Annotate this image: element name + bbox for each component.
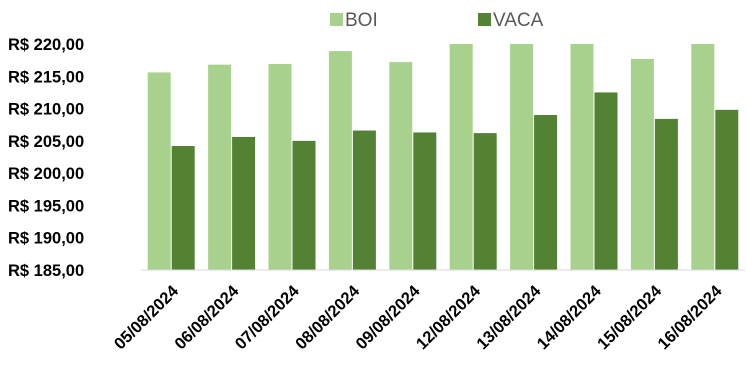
y-tick-label: R$ 190,00 bbox=[8, 230, 84, 248]
x-tick-label: 14/08/2024 bbox=[534, 282, 606, 354]
x-tick-label: 06/08/2024 bbox=[171, 282, 243, 354]
bar-boi bbox=[147, 72, 171, 270]
x-tick-label: 09/08/2024 bbox=[352, 282, 424, 354]
bar-boi bbox=[389, 62, 413, 270]
x-tick-label: 08/08/2024 bbox=[292, 282, 364, 354]
bar-vaca bbox=[715, 109, 739, 270]
legend-label-boi: BOI bbox=[345, 10, 378, 31]
legend-swatch-vaca bbox=[478, 13, 491, 26]
bar-boi bbox=[570, 44, 594, 270]
x-axis: 05/08/202406/08/202407/08/202408/08/2024… bbox=[111, 282, 726, 354]
bar-boi bbox=[510, 44, 534, 270]
x-tick-label: 16/08/2024 bbox=[654, 282, 726, 354]
bar-vaca bbox=[352, 130, 376, 270]
y-tick-label: R$ 195,00 bbox=[8, 197, 84, 215]
y-tick-label: R$ 220,00 bbox=[8, 36, 84, 54]
bar-boi bbox=[208, 64, 232, 270]
y-tick-label: R$ 210,00 bbox=[8, 101, 84, 119]
bar-vaca bbox=[473, 133, 497, 270]
y-tick-label: R$ 205,00 bbox=[8, 133, 84, 151]
y-tick-label: R$ 215,00 bbox=[8, 68, 84, 86]
bar-vaca bbox=[232, 136, 256, 270]
bar-boi bbox=[630, 58, 654, 270]
legend: BOI VACA bbox=[330, 10, 544, 31]
bar-vaca bbox=[534, 115, 558, 270]
bars bbox=[147, 44, 739, 271]
x-tick-label: 07/08/2024 bbox=[232, 282, 304, 354]
y-axis: R$ 185,00 R$ 190,00 R$ 195,00 R$ 200,00 R$ 2… bbox=[8, 36, 84, 280]
bar-vaca bbox=[171, 146, 195, 270]
legend-label-vaca: VACA bbox=[493, 10, 544, 31]
bar-boi bbox=[268, 64, 292, 271]
y-tick-label: R$ 185,00 bbox=[8, 262, 84, 280]
x-tick-label: 05/08/2024 bbox=[111, 282, 183, 354]
bar-vaca bbox=[594, 92, 618, 271]
x-tick-label: 15/08/2024 bbox=[594, 282, 666, 354]
bar-boi bbox=[691, 44, 715, 270]
x-tick-label: 12/08/2024 bbox=[413, 282, 485, 354]
bar-vaca bbox=[413, 132, 437, 270]
bar-boi bbox=[328, 51, 352, 270]
bar-vaca bbox=[654, 118, 678, 271]
legend-swatch-boi bbox=[330, 13, 343, 26]
y-tick-label: R$ 200,00 bbox=[8, 165, 84, 183]
x-tick-label: 13/08/2024 bbox=[473, 282, 545, 354]
bar-vaca bbox=[292, 140, 316, 270]
bar-boi bbox=[449, 44, 473, 270]
